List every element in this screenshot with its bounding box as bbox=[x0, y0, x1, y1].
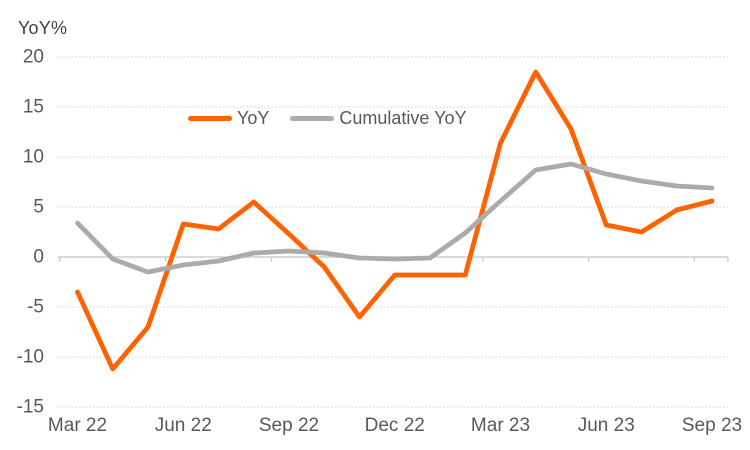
y-tick-label-20: 20 bbox=[23, 47, 44, 68]
x-tick-label-sep-22: Sep 22 bbox=[259, 415, 319, 436]
x-tick-label-sep-23: Sep 23 bbox=[682, 415, 742, 436]
x-tick-label-mar-22: Mar 22 bbox=[48, 415, 107, 436]
legend-line-sample-yoy bbox=[188, 116, 232, 121]
y-tick-label--10: -10 bbox=[17, 347, 44, 368]
legend-item-yoy: YoY bbox=[188, 108, 269, 129]
series-line-cumulative-yoy bbox=[75, 161, 715, 275]
y-tick-label-0: 0 bbox=[33, 247, 44, 268]
x-tick-label-mar-23: Mar 23 bbox=[471, 415, 530, 436]
legend: YoY Cumulative YoY bbox=[188, 108, 466, 129]
y-tick-label--5: -5 bbox=[27, 297, 44, 318]
y-tick-label-10: 10 bbox=[23, 147, 44, 168]
y-tick-label-15: 15 bbox=[23, 97, 44, 118]
legend-label-cumulative-yoy: Cumulative YoY bbox=[339, 108, 467, 128]
legend-item-cumulative-yoy: Cumulative YoY bbox=[290, 108, 466, 129]
legend-line-sample-cumulative-yoy bbox=[290, 116, 335, 121]
y-tick-label--15: -15 bbox=[17, 397, 44, 418]
y-axis-unit-title: YoY% bbox=[18, 18, 68, 38]
legend-label-yoy: YoY bbox=[237, 108, 270, 128]
x-tick-label-jun-23: Jun 23 bbox=[578, 415, 635, 436]
x-tick-label-jun-22: Jun 22 bbox=[155, 415, 212, 436]
y-tick-label-5: 5 bbox=[33, 197, 44, 218]
x-tick-label-dec-22: Dec 22 bbox=[365, 415, 425, 436]
series-line-yoy bbox=[75, 69, 715, 372]
